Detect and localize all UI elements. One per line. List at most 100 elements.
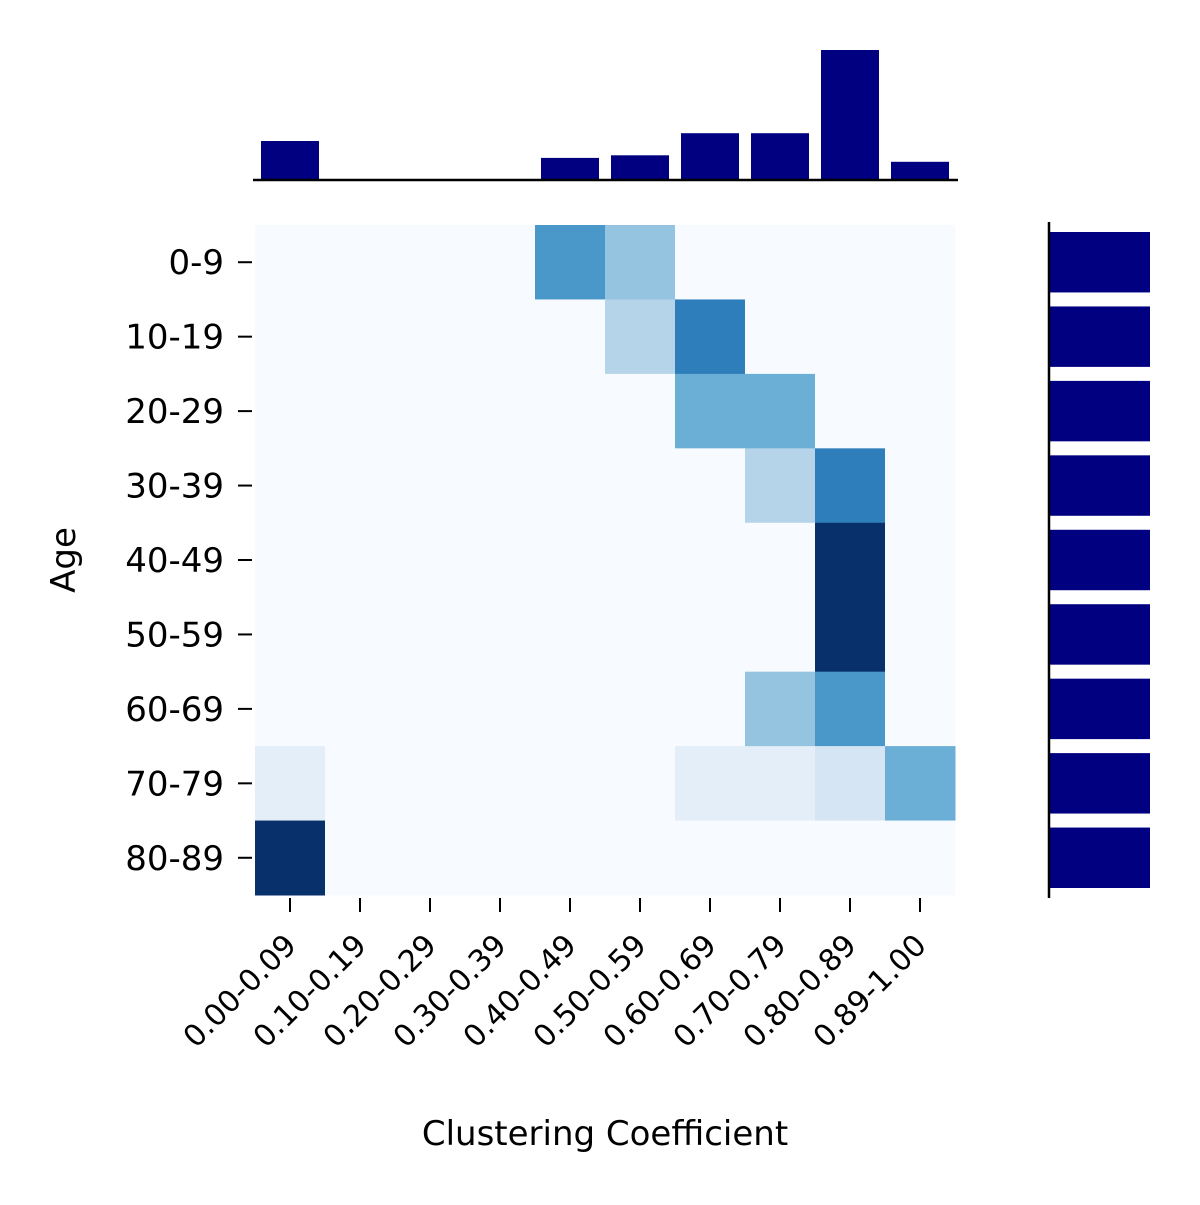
heatmap-cell [605,597,676,673]
heatmap-cell [535,597,606,673]
heatmap-cell [535,373,606,449]
heatmap-cell [395,597,466,673]
heatmap-cell [325,299,396,375]
heatmap-cell [255,448,326,524]
right-marginal-bar [1050,380,1150,442]
heatmap-cell [885,225,956,300]
heatmap-cell [605,448,676,524]
top-marginal-bar [891,161,949,180]
heatmap-cell [815,373,886,449]
heatmap-cell [535,746,606,822]
heatmap-cell [325,746,396,822]
heatmap-cell [535,671,606,747]
heatmap-cell [675,225,746,300]
heatmap-cell [815,225,886,300]
heatmap-cell [465,448,536,524]
y-tick-label: 10-19 [125,318,224,358]
heatmap-cell [885,820,956,896]
heatmap-cell [605,299,676,375]
heatmap-cell [255,299,326,375]
heatmap-cell [395,225,466,300]
heatmap-cell [255,522,326,598]
heatmap-cell [395,299,466,375]
y-tick-label: 80-89 [125,839,224,879]
heatmap-cell [745,448,816,524]
right-marginal-histogram [1047,222,1150,898]
heatmap-cell [325,597,396,673]
heatmap-cell [605,225,676,300]
heatmap-cell [395,671,466,747]
heatmap-cell [465,373,536,449]
top-marginal-bar [751,133,809,180]
heatmap-cell [535,448,606,524]
heatmap-cell [745,225,816,300]
heatmap-cell [885,671,956,747]
heatmap-cell [885,597,956,673]
heatmap-cell [815,299,886,375]
heatmap-cell [535,225,606,300]
heatmap-cell [465,522,536,598]
heatmap-cell [255,820,326,896]
heatmap-cell [395,820,466,896]
y-axis: 0-9 10-19 20-29 30-39 40-49 50-59 60-69 70-79 80… [125,243,252,879]
y-tick-label: 20-29 [125,392,224,432]
heatmap-cell [325,373,396,449]
top-marginal-bar [821,50,879,180]
heatmap-cell [605,746,676,822]
heatmap-cell [745,820,816,896]
heatmap-cell [535,299,606,375]
heatmap-cell [325,448,396,524]
heatmap-cell [815,820,886,896]
heatmap-cell [745,373,816,449]
heatmap-cell [605,671,676,747]
heatmap-cell [745,522,816,598]
heatmap-cell [745,746,816,822]
heatmap-cell [325,820,396,896]
heatmap-cell [885,522,956,598]
heatmap-cell [465,597,536,673]
heatmap-cell [885,448,956,524]
right-marginal-bar [1050,306,1150,367]
y-axis-title: Age [44,527,84,593]
heatmap-cell [395,522,466,598]
y-tick-label: 40-49 [125,541,224,581]
heatmap-cell [605,522,676,598]
heatmap-cell [815,597,886,673]
heatmap-cell [675,522,746,598]
heatmap-cell [395,373,466,449]
heatmap-cell [255,746,326,822]
right-marginal-bar [1050,827,1150,888]
y-tick-label: 70-79 [125,764,224,804]
y-tick-label: 30-39 [125,467,224,507]
heatmap-cell [675,597,746,673]
right-marginal-bar [1050,529,1150,591]
heatmap-cell [745,299,816,375]
heatmap-cell [675,746,746,822]
heatmap-cell [675,820,746,896]
heatmap-cell [465,225,536,300]
heatmap-cell [815,746,886,822]
heatmap-cell [465,746,536,822]
heatmap-cell [815,522,886,598]
heatmap-cell [395,746,466,822]
heatmap-cell [465,299,536,375]
top-marginal-histogram [253,50,958,182]
heatmap-cell [465,671,536,747]
heatmap-cell [255,597,326,673]
top-marginal-bar [611,155,669,180]
heatmap-cell [745,597,816,673]
right-marginal-bar [1050,604,1150,665]
heatmap-cell [255,373,326,449]
heatmap-cell [815,671,886,747]
heatmap-grid [255,225,956,896]
heatmap-cell [675,299,746,375]
y-tick-label: 50-59 [125,615,224,655]
heatmap-cell [535,820,606,896]
heatmap-cell [395,448,466,524]
right-marginal-bar [1050,455,1150,516]
heatmap-cell [745,671,816,747]
x-axis-title: Clustering Coefficient [422,1114,788,1154]
heatmap-cell [325,671,396,747]
